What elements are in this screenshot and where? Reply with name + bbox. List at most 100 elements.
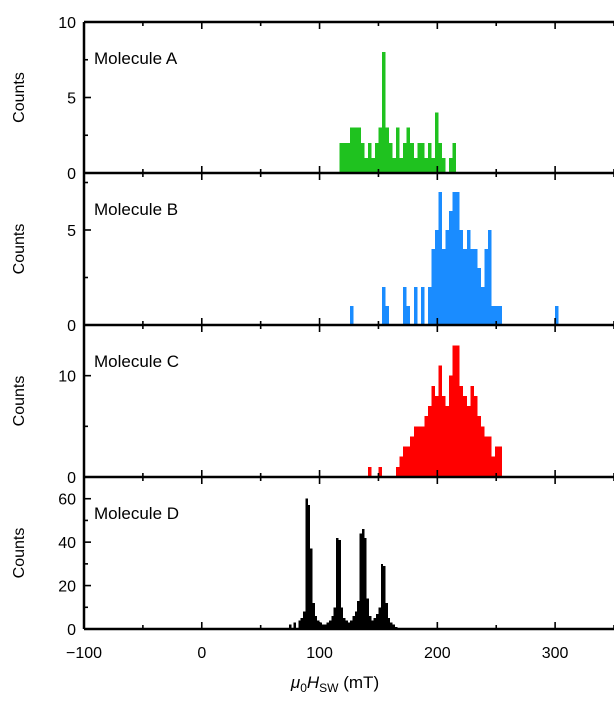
histogram-bar bbox=[389, 142, 393, 173]
histogram-bar bbox=[459, 385, 464, 477]
y-tick-label: 10 bbox=[58, 15, 76, 32]
histogram-bar bbox=[413, 426, 418, 477]
histogram-bar bbox=[371, 157, 375, 173]
histogram-bar bbox=[442, 157, 446, 173]
histogram-bar bbox=[449, 157, 453, 173]
histogram-bar bbox=[359, 533, 362, 629]
x-tick-label: 300 bbox=[542, 645, 569, 662]
histogram-bar bbox=[288, 624, 292, 629]
y-axis-label: Counts bbox=[11, 224, 28, 275]
histogram-bar bbox=[555, 306, 559, 325]
histogram-bar bbox=[438, 142, 443, 173]
histogram-bar bbox=[449, 375, 453, 477]
histogram-bar bbox=[321, 624, 325, 629]
histogram-bar bbox=[470, 385, 474, 477]
histogram-bar bbox=[396, 127, 400, 173]
histogram-bar bbox=[431, 385, 435, 477]
histogram-bar bbox=[298, 620, 301, 629]
histogram-bar bbox=[495, 446, 499, 477]
histogram-bar bbox=[328, 620, 332, 629]
histogram-bar bbox=[456, 192, 460, 325]
y-tick-label: 0 bbox=[67, 318, 76, 335]
histogram-bar bbox=[491, 456, 496, 477]
histogram-bar bbox=[463, 249, 467, 325]
histogram-bar bbox=[373, 618, 377, 629]
histogram-bar bbox=[353, 127, 358, 173]
histogram-bar bbox=[427, 142, 432, 173]
histogram-bar bbox=[498, 306, 503, 325]
histogram-bar bbox=[484, 249, 488, 325]
y-tick-label: 10 bbox=[58, 369, 76, 386]
histogram-bar bbox=[367, 142, 372, 173]
histogram-bar bbox=[350, 306, 354, 325]
panel-label: Molecule D bbox=[94, 504, 179, 523]
histogram-bar bbox=[336, 537, 339, 629]
histogram-bar bbox=[383, 566, 386, 629]
histogram-bar bbox=[312, 602, 315, 629]
histogram-bar bbox=[452, 345, 457, 477]
histogram-bar bbox=[420, 426, 425, 477]
histogram-bar bbox=[364, 157, 368, 173]
histogram-bar bbox=[331, 615, 334, 629]
bars-group bbox=[339, 52, 457, 174]
histogram-bar bbox=[378, 466, 382, 477]
histogram-bar bbox=[347, 622, 351, 629]
histogram-bar bbox=[473, 395, 478, 477]
x-tick-label: 200 bbox=[424, 645, 451, 662]
histogram-bar bbox=[338, 539, 341, 629]
histogram-bar bbox=[452, 192, 457, 325]
histogram-bar bbox=[456, 345, 460, 477]
histogram-bar bbox=[417, 142, 421, 173]
y-tick-label: 40 bbox=[58, 535, 76, 552]
histogram-bar bbox=[346, 142, 351, 173]
histogram-bar bbox=[345, 620, 348, 629]
histogram-bar bbox=[410, 142, 414, 173]
histogram-bar bbox=[307, 505, 311, 629]
histogram-bar bbox=[378, 127, 382, 173]
histogram-bar bbox=[326, 622, 329, 629]
histogram-bar bbox=[396, 466, 400, 477]
y-tick-label: 5 bbox=[67, 223, 76, 240]
histogram-bar bbox=[385, 602, 388, 629]
histogram-bar bbox=[392, 624, 395, 629]
histogram-bar bbox=[445, 230, 450, 325]
y-tick-label: 60 bbox=[58, 492, 76, 509]
y-tick-label: 0 bbox=[67, 622, 76, 639]
histogram-bar bbox=[406, 446, 411, 477]
histogram-bar bbox=[498, 446, 503, 477]
histogram-bar bbox=[399, 157, 404, 173]
panel-4: 0 20 40 60 Molecule D Counts bbox=[11, 476, 614, 639]
histogram-bar bbox=[438, 365, 443, 477]
histogram-bar bbox=[385, 306, 390, 325]
x-axis-tick-labels: −100 0 100 200 300 bbox=[66, 645, 569, 662]
histogram-bar bbox=[324, 624, 327, 629]
histogram-bar bbox=[438, 192, 443, 325]
bars-group bbox=[288, 498, 398, 629]
x-axis-label: μ0HSW (mT) bbox=[290, 673, 379, 695]
histogram-bar bbox=[477, 268, 481, 325]
histogram-bar bbox=[367, 466, 372, 477]
bars-group bbox=[367, 345, 503, 477]
histogram-bar bbox=[434, 112, 439, 173]
histogram-bar bbox=[480, 426, 485, 477]
histogram-bar bbox=[477, 416, 481, 477]
histogram-bar bbox=[293, 622, 296, 629]
histogram-bar bbox=[343, 618, 346, 629]
y-tick-label: 0 bbox=[67, 166, 76, 183]
histogram-bar bbox=[390, 622, 393, 629]
panel-label: Molecule C bbox=[94, 352, 179, 371]
y-axis-label: Counts bbox=[11, 376, 28, 427]
bars-group bbox=[350, 192, 559, 325]
panels-group: 0 5 10 Molecule A Counts 0 5 Molecule B Counts 0 1… bbox=[11, 15, 614, 639]
histogram-bar bbox=[452, 142, 457, 173]
histogram-bar bbox=[357, 127, 361, 173]
histogram-bar bbox=[314, 615, 318, 629]
histogram-bar bbox=[352, 615, 355, 629]
histogram-bar bbox=[406, 306, 411, 325]
histogram-bar bbox=[305, 498, 308, 629]
x-tick-label: 100 bbox=[306, 645, 333, 662]
histogram-bar bbox=[371, 620, 374, 629]
histogram-bar bbox=[378, 607, 381, 629]
y-axis-label: Counts bbox=[11, 528, 28, 579]
y-tick-label: 5 bbox=[67, 91, 76, 108]
